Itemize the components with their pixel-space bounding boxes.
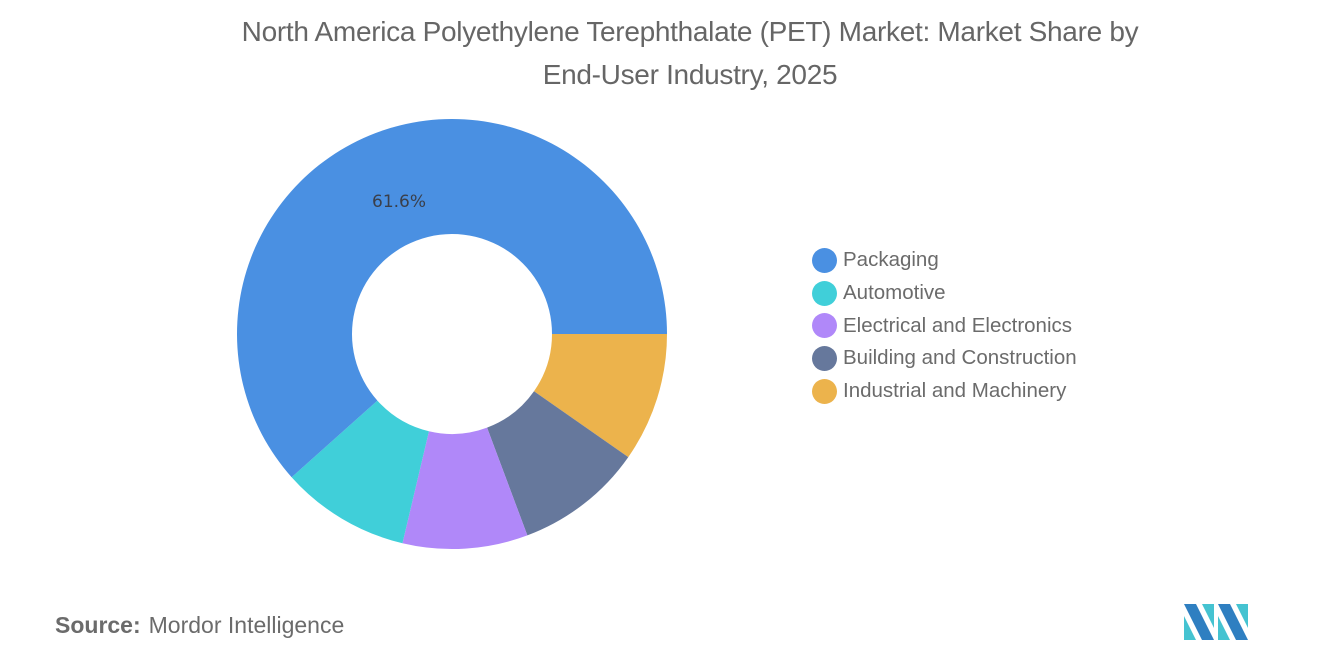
legend-swatch-icon <box>812 345 837 371</box>
chart-title-line1: North America Polyethylene Terephthalate… <box>241 16 1139 47</box>
source-label: Source: <box>55 612 141 638</box>
legend-label: Packaging <box>843 248 939 272</box>
chart-title-line2: End-User Industry, 2025 <box>542 59 838 90</box>
source-note: Source: Mordor Intelligence <box>55 612 344 639</box>
legend-item-building-and-construction[interactable]: Building and Construction <box>812 342 1077 375</box>
chart-title: North America Polyethylene Terephthalate… <box>140 10 1240 96</box>
legend-swatch-icon <box>812 280 837 306</box>
mordor-intelligence-logo-icon <box>1184 604 1248 640</box>
legend-item-electrical-and-electronics[interactable]: Electrical and Electronics <box>812 309 1077 342</box>
slice-packaging[interactable] <box>237 119 668 478</box>
legend-swatch-icon <box>812 247 837 273</box>
slice-building-and-construction[interactable] <box>487 391 629 536</box>
legend-swatch-icon <box>812 313 837 339</box>
donut-slices <box>237 119 668 550</box>
legend-label: Industrial and Machinery <box>843 379 1067 403</box>
source-value: Mordor Intelligence <box>148 612 345 638</box>
legend-item-packaging[interactable]: Packaging <box>812 244 1077 277</box>
legend-item-industrial-and-machinery[interactable]: Industrial and Machinery <box>812 375 1077 408</box>
legend-label: Electrical and Electronics <box>843 313 1073 337</box>
legend: Packaging Automotive Electrical and Elec… <box>812 244 1077 407</box>
slice-automotive[interactable] <box>291 400 429 544</box>
packaging-percent-label: 61.6% <box>372 192 426 212</box>
slice-electrical-and-electronics[interactable] <box>402 427 528 550</box>
legend-label: Building and Construction <box>843 346 1077 370</box>
legend-label: Automotive <box>843 281 946 305</box>
slice-industrial-and-machinery[interactable] <box>533 334 667 458</box>
legend-item-automotive[interactable]: Automotive <box>812 277 1077 310</box>
legend-swatch-icon <box>812 378 837 404</box>
